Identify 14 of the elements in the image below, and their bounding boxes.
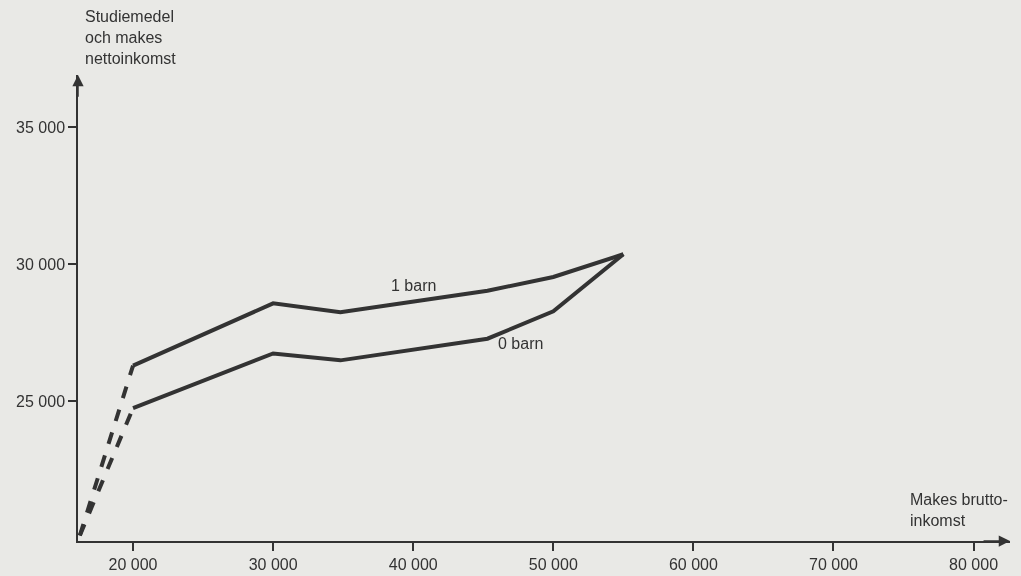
x-tick-label: 50 000 — [528, 555, 578, 573]
x-tick-label: 30 000 — [248, 555, 298, 573]
y-tick-label: 35 000 — [16, 118, 66, 136]
x-axis-title: Makes brutto- inkomst — [910, 491, 1008, 529]
y-tick-label: 30 000 — [16, 255, 66, 273]
y-tick-label: 25 000 — [16, 392, 66, 410]
series-label: 1 barn — [391, 277, 437, 294]
y-axis-title: Studiemedel och makes nettoinkomst — [85, 8, 177, 67]
x-tick-label: 20 000 — [108, 555, 158, 573]
x-tick-label: 60 000 — [668, 555, 718, 573]
x-tick-label: 40 000 — [388, 555, 438, 573]
x-tick-label: 70 000 — [809, 555, 859, 573]
series-label: 0 barn — [498, 335, 544, 352]
x-tick-label: 80 000 — [949, 555, 999, 573]
